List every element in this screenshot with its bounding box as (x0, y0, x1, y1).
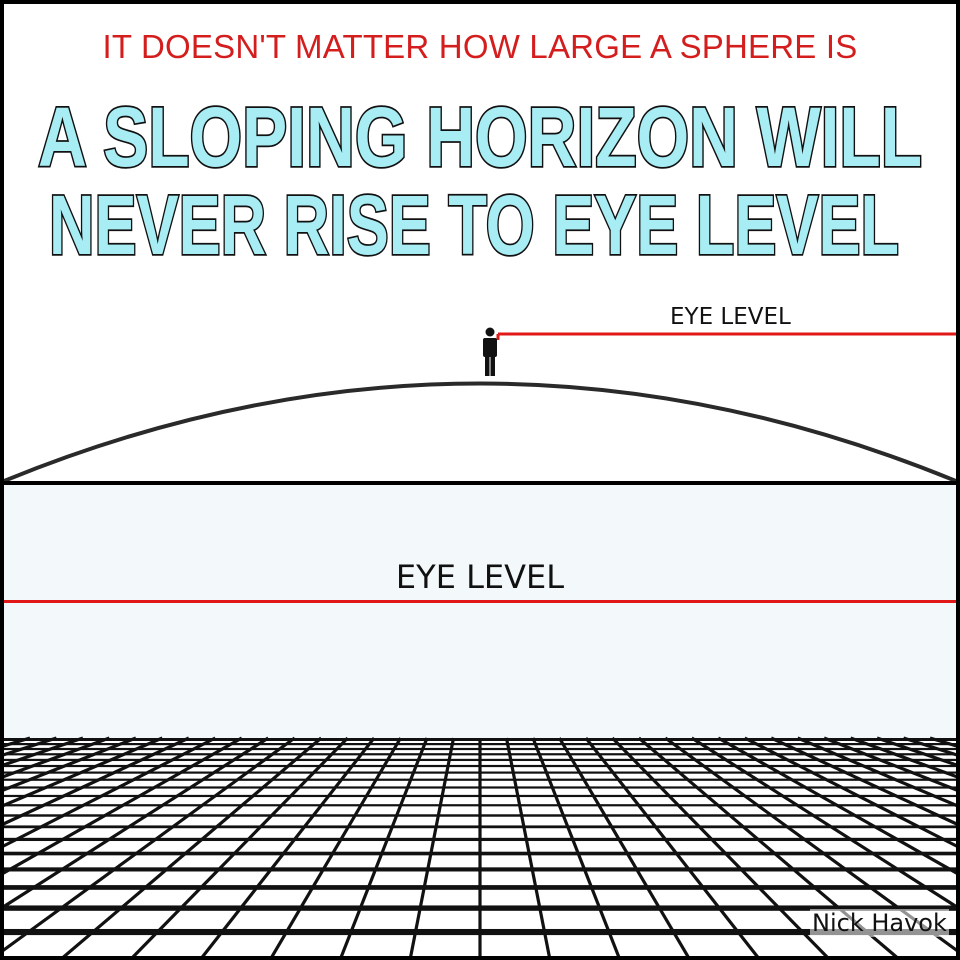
grid-horizontal-line (4, 957, 956, 960)
grid-converging-line (4, 736, 163, 808)
grid-converging-line (770, 736, 956, 826)
grid-converging-line (531, 737, 621, 956)
grid-converging-line (504, 737, 551, 956)
eye-level-line-bottom (4, 600, 956, 603)
grid-converging-line (4, 736, 190, 826)
grid-converging-line (558, 737, 690, 956)
curved-horizon (4, 381, 956, 481)
grid-converging-line (717, 736, 956, 875)
headline-line-2: NEVER RISE TO EYE LEVEL (49, 178, 899, 272)
panel-divider (4, 481, 956, 485)
perspective-grid (4, 600, 956, 960)
grid-converging-line (743, 736, 956, 848)
top-caption: IT DOESN'T MATTER HOW LARGE A SPHERE IS (102, 28, 858, 65)
grid-converging-line (201, 737, 376, 956)
grid-converging-line (611, 736, 829, 956)
grid-converging-line (4, 736, 243, 875)
grid-converging-line (850, 736, 956, 779)
standing-person-icon (483, 327, 497, 376)
grid-converging-line (4, 736, 296, 952)
headline-line-1: A SLOPING HORIZON WILL (38, 90, 922, 184)
grid-converging-line (823, 736, 956, 792)
grid-converging-line (584, 737, 759, 956)
grid-converging-line (4, 736, 217, 848)
eye-level-label-bottom: EYE LEVEL (395, 558, 565, 596)
author-signature: Nick Havok (810, 909, 949, 937)
grid-converging-line (62, 736, 323, 956)
grid-converging-line (690, 736, 956, 909)
grid-converging-line (797, 736, 956, 808)
eye-level-label-top: EYE LEVEL (670, 304, 791, 330)
grid-floor (4, 736, 956, 960)
sphere-illustration: A SLOPING HORIZON WILL NEVER RISE TO EYE… (4, 88, 956, 481)
grid-converging-line (4, 736, 137, 792)
grid-converging-line (4, 736, 110, 779)
grid-converging-line (409, 737, 456, 956)
sphere-panel: A SLOPING HORIZON WILL NEVER RISE TO EYE… (4, 4, 956, 481)
grid-converging-line (270, 737, 402, 956)
grid-converging-line (339, 737, 429, 956)
grid-converging-line (131, 736, 349, 956)
flat-grid-panel: EYE LEVEL Nick Havok (4, 485, 956, 960)
grid-converging-line (4, 736, 270, 909)
